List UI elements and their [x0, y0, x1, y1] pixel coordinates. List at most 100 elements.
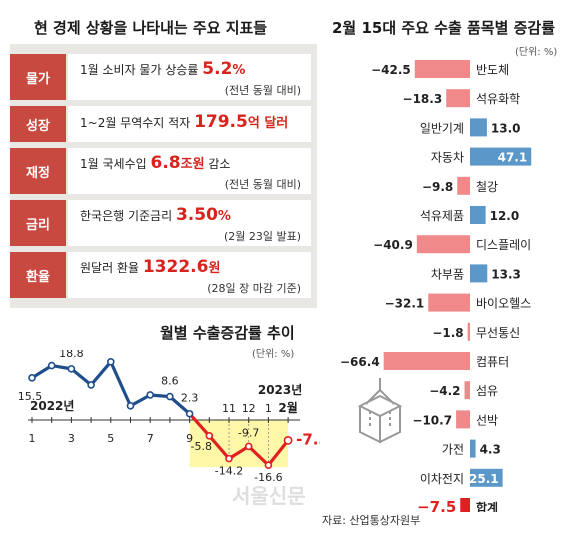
value-label: 47.1: [498, 151, 528, 165]
year-label: 2023년: [258, 383, 302, 397]
indicator-prefix: 한국은행 기준금리: [80, 209, 173, 223]
data-point: [67, 365, 76, 373]
data-label: -5.8: [191, 440, 212, 453]
indicator-note: (2월 23일 발표): [223, 230, 301, 243]
data-point: [107, 357, 115, 366]
data-label: -9.7: [238, 426, 259, 439]
line-segment: [227, 444, 251, 461]
category-label: 반도체: [476, 63, 509, 77]
x-tick-label: 9: [186, 432, 193, 445]
indicator-unit: 원: [208, 261, 221, 276]
data-label: 21.4: [99, 350, 124, 353]
bar: [470, 118, 487, 137]
source-note: 자료: 산업통상자원부: [322, 514, 421, 527]
data-label: -16.6: [254, 471, 282, 484]
category-label: 일반기계: [420, 121, 464, 135]
bar: [470, 439, 476, 458]
line-segment: [207, 434, 231, 461]
bar: [467, 322, 470, 341]
bar: [470, 264, 488, 283]
indicator-row-growth: 성장 1~2월 무역수지 적자 179.5억 달러: [10, 106, 317, 142]
indicator-unit: 억 달러: [247, 116, 289, 131]
indicator-text: 원달러 환율 1322.6원: [80, 257, 220, 277]
indicator-card: 1~2월 무역수지 적자 179.5억 달러: [68, 106, 311, 142]
line-segment: [247, 444, 270, 467]
data-point: [185, 409, 194, 418]
bar: [457, 176, 470, 195]
value-label: 13.3: [491, 267, 521, 281]
bar-chart: 반도체 −42.5 석유화학 −18.3 일반기계 13.0 자동차 47.1 철강 −9.8 석유…: [340, 60, 532, 512]
value-label: −9.8: [422, 180, 453, 194]
indicator-prefix: 원달러 환율: [80, 261, 140, 275]
data-point: [87, 381, 95, 389]
indicator-card: 1월 소비자 물가 상승률 5.2% (전년 동월 대비): [68, 54, 311, 100]
value-label: −4.2: [429, 384, 460, 398]
bar: [416, 235, 470, 254]
x-tick-label: 3: [68, 432, 75, 445]
line-segment: [69, 367, 93, 387]
value-label: −32.1: [385, 297, 425, 311]
value-label: −42.5: [371, 63, 411, 77]
indicator-prefix: 1~2월 무역수지 적자: [80, 116, 191, 130]
data-point: [28, 374, 36, 382]
indicator-text: 1~2월 무역수지 적자 179.5억 달러: [80, 112, 288, 132]
indicator-value: 5.2: [202, 59, 233, 79]
indicator-note: (28일 장 마감 기준): [207, 282, 301, 295]
indicator-card: 1월 국세수입 6.8조원 감소 (전년 동월 대비): [68, 148, 311, 194]
value-label: −40.9: [373, 238, 413, 252]
data-label: 18.8: [59, 350, 84, 360]
bar: [470, 206, 486, 224]
category-label: 석유제품: [420, 209, 464, 223]
indicator-text: 한국은행 기준금리 3.50%: [80, 205, 231, 225]
x-tick-label: 5: [107, 432, 114, 445]
bar: [464, 381, 470, 400]
value-label: −18.3: [403, 92, 443, 106]
value-label: 12.0: [490, 209, 520, 223]
indicator-label: 환율: [10, 252, 66, 298]
indicators-box: 물가 1월 소비자 물가 상승률 5.2% (전년 동월 대비) 성장 1~2월…: [10, 44, 317, 308]
indicator-unit: 조원: [180, 157, 205, 172]
indicator-prefix: 1월 국세수입: [80, 157, 147, 171]
value-label: 13.0: [491, 121, 521, 135]
data-point: [205, 431, 214, 440]
indicator-text: 1월 국세수입 6.8조원 감소: [80, 153, 230, 173]
line-chart: 15.5 18.8 21.4 8.62.3 -5.8-14.2 -9.7 -16.6 -7.5…: [18, 350, 320, 484]
indicator-text: 1월 소비자 물가 상승률 5.2%: [80, 59, 245, 79]
data-point: [244, 442, 253, 451]
data-point: [264, 461, 273, 469]
line-chart-title: 월별 수출증감률 추이: [160, 324, 295, 342]
data-label: 2.3: [181, 392, 199, 405]
indicator-prefix: 1월 소비자 물가 상승률: [80, 63, 199, 77]
x-tick-label: 12: [242, 402, 256, 415]
indicator-row-interest: 금리 한국은행 기준금리 3.50% (2월 23일 발표): [10, 200, 317, 246]
bar: [446, 89, 470, 108]
data-point: [166, 392, 174, 401]
category-label: 컴퓨터: [476, 355, 509, 369]
indicator-value: 6.8: [150, 153, 181, 173]
bar: [460, 498, 470, 512]
indicator-row-exchange: 환율 원달러 환율 1322.6원 (28일 장 마감 기준): [10, 252, 317, 298]
bar: [470, 468, 503, 487]
indicator-label: 재정: [10, 148, 66, 194]
year-label: 2022년: [30, 399, 74, 413]
value-label: 25.1: [469, 472, 499, 486]
bar: [428, 293, 470, 312]
x-tick-label: 1: [265, 402, 272, 415]
category-label: 디스플레이: [476, 238, 531, 252]
bar-chart-unit: (단위: %): [515, 47, 558, 58]
category-label: 차부품: [431, 267, 464, 281]
x-tick-label: 1: [29, 432, 36, 445]
bar: [414, 60, 470, 78]
value-label: −66.4: [340, 355, 380, 369]
indicator-unit: %: [232, 63, 246, 78]
line-segment: [109, 360, 133, 408]
line-segment: [168, 395, 192, 416]
x-tick-label: 2월: [278, 400, 297, 415]
category-label: 바이오헬스: [476, 297, 531, 311]
value-label: −10.7: [412, 413, 452, 427]
line-segment: [30, 363, 54, 380]
indicator-card: 한국은행 기준금리 3.50% (2월 23일 발표): [68, 200, 311, 246]
data-point: [225, 454, 233, 463]
category-label: 섬유: [476, 384, 498, 398]
indicator-row-price: 물가 1월 소비자 물가 상승률 5.2% (전년 동월 대비): [10, 54, 317, 100]
